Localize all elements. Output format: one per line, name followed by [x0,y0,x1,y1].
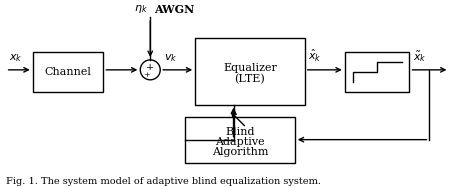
Bar [345,52,410,92]
Text: (LTE): (LTE) [235,74,265,85]
Text: +: + [143,71,150,79]
Bar [33,52,103,92]
Bar [185,117,295,163]
Text: Algorithm: Algorithm [212,147,268,157]
Text: $v_k$: $v_k$ [164,52,178,64]
Text: Adaptive: Adaptive [215,137,265,147]
Circle shape [140,60,160,80]
Text: +: + [146,63,155,72]
Text: $\eta_k$: $\eta_k$ [135,3,148,15]
Text: Blind: Blind [225,127,255,137]
Text: $\hat{x}_k$: $\hat{x}_k$ [308,48,321,64]
Bar [195,38,305,105]
Text: Channel: Channel [45,67,91,77]
Text: AWGN: AWGN [154,4,194,15]
Text: Fig. 1. The system model of adaptive blind equalization system.: Fig. 1. The system model of adaptive bli… [6,177,321,186]
Text: $x_k$: $x_k$ [9,52,22,64]
Text: Equalizer: Equalizer [223,63,277,73]
Text: $\tilde{x}_k$: $\tilde{x}_k$ [413,49,427,64]
